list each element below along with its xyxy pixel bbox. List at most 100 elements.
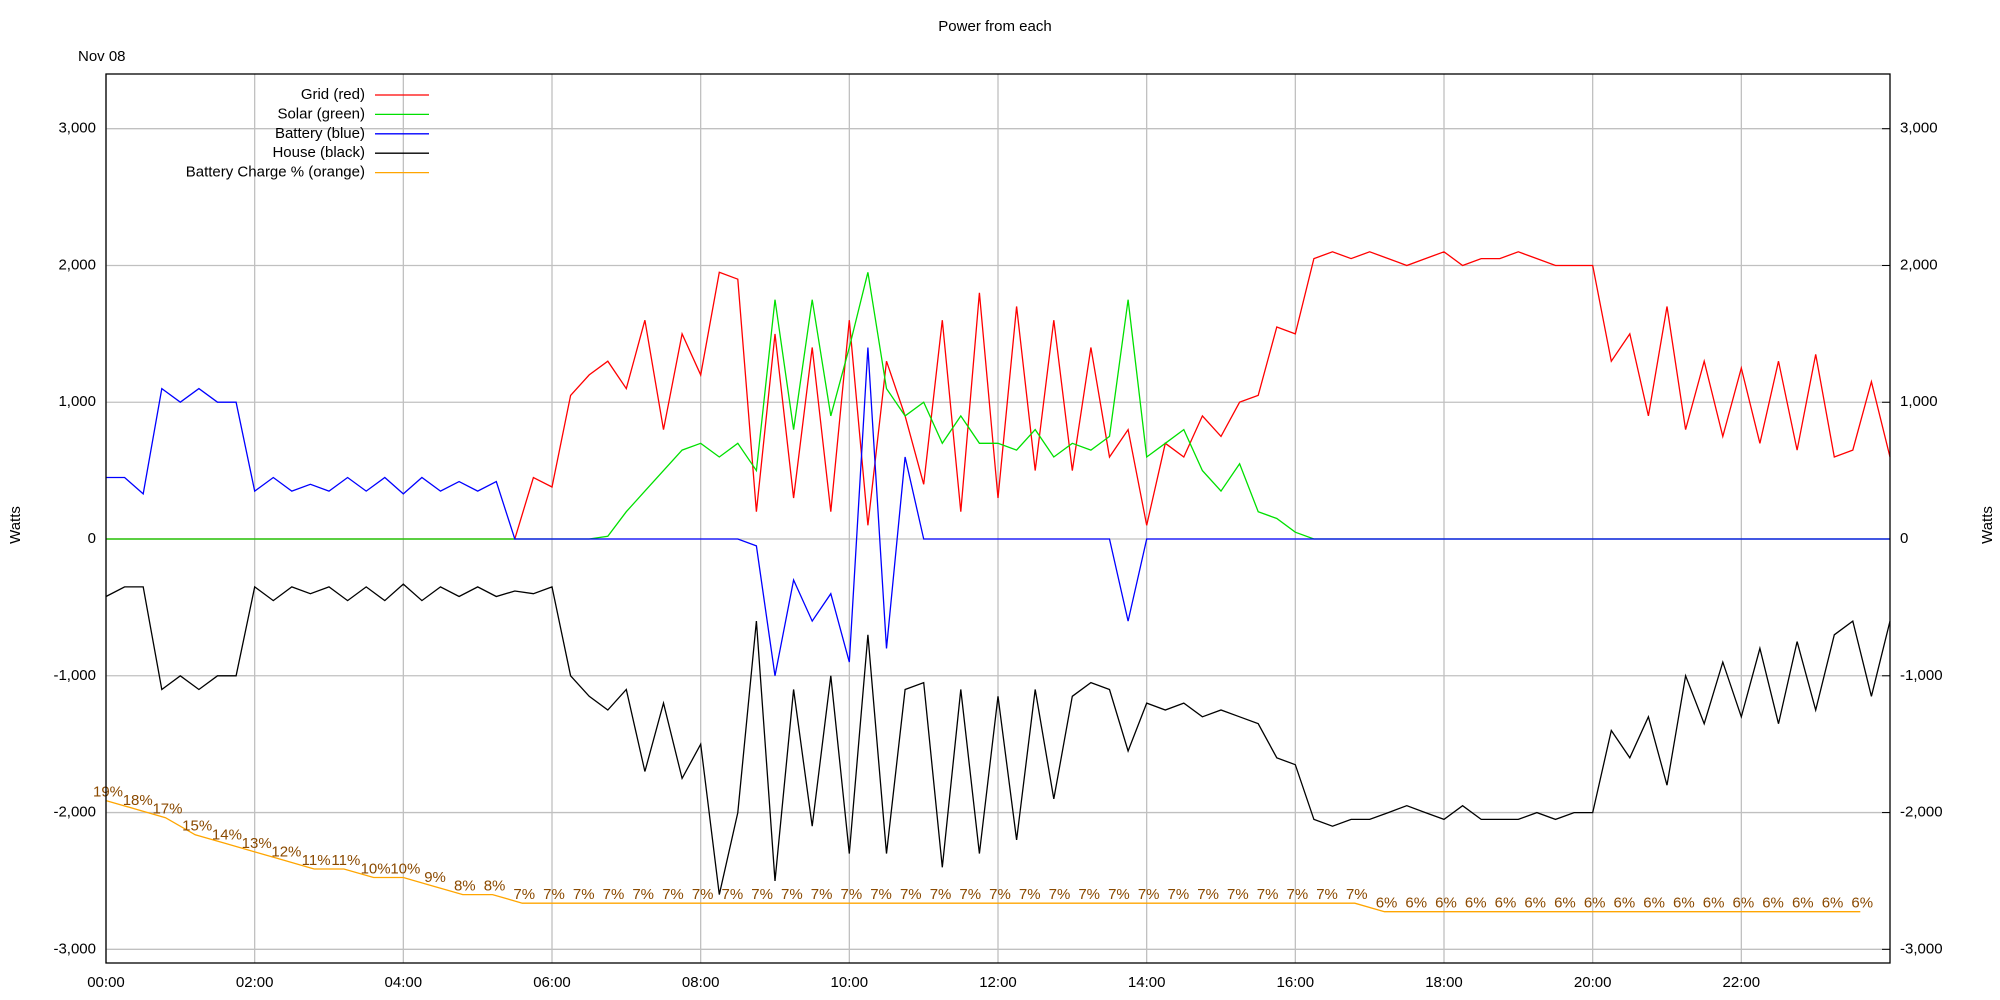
x-tick-label: 04:00 [385,974,423,991]
data-label: 7% [900,886,922,903]
data-label: 8% [454,878,476,895]
data-label: 7% [603,886,625,903]
y2-tick-label: 2,000 [1900,256,1938,273]
data-label: 7% [1049,886,1071,903]
legend-label: Battery Charge % (orange) [186,164,365,181]
y-tick-label: -1,000 [53,667,96,684]
grid: 00:00 02:00 04:00 06:00 08:00 10:00 12:00 14:00… [53,74,1943,991]
legend: Grid (red) Solar (green) Battery (blue) Hou… [186,86,429,181]
series-line [105,799,1861,913]
y-tick-label: 1,000 [58,393,96,410]
data-label: 14% [212,826,242,843]
data-label: 18% [123,792,153,809]
legend-label: House (black) [272,144,365,161]
x-tick-label: 14:00 [1128,974,1166,991]
data-label: 7% [1078,886,1100,903]
data-label: 6% [1495,895,1517,912]
y2-tick-label: 1,000 [1900,393,1938,410]
data-label: 7% [662,886,684,903]
y-tick-label: -3,000 [53,940,96,957]
data-label: 6% [1851,895,1873,912]
y-tick-label: 2,000 [58,256,96,273]
data-label: 7% [870,886,892,903]
y2-tick-label: -2,000 [1900,804,1943,821]
data-label: 10% [361,860,391,877]
x-tick-label: 12:00 [979,974,1017,991]
data-label: 6% [1643,895,1665,912]
data-label: 19% [93,784,123,801]
data-label: 6% [1614,895,1636,912]
data-label: 9% [424,869,446,886]
data-label: 6% [1822,895,1844,912]
x-tick-label: 22:00 [1723,974,1761,991]
x-tick-label: 18:00 [1425,974,1463,991]
data-label: 7% [811,886,833,903]
data-label: 7% [543,886,565,903]
data-label: 7% [1108,886,1130,903]
data-label: 10% [390,860,420,877]
data-label: 7% [840,886,862,903]
data-label: 7% [1286,886,1308,903]
data-label: 6% [1703,895,1725,912]
x-tick-label: 02:00 [236,974,274,991]
data-label: 7% [722,886,744,903]
data-label: 6% [1435,895,1457,912]
data-label: 7% [1019,886,1041,903]
y2-tick-label: 3,000 [1900,120,1938,137]
data-label: 6% [1673,895,1695,912]
data-label: 6% [1405,895,1427,912]
data-label: 13% [242,835,272,852]
data-label: 7% [930,886,952,903]
data-label: 11% [331,852,360,869]
data-label: 7% [1197,886,1219,903]
data-label: 7% [959,886,981,903]
data-label: 7% [781,886,803,903]
y2-tick-label: 0 [1900,530,1908,547]
data-label: 7% [1168,886,1190,903]
y-tick-label: 0 [88,530,96,547]
data-label: 6% [1524,895,1546,912]
data-label: 15% [182,818,212,835]
legend-label: Grid (red) [301,86,365,103]
data-label: 7% [632,886,654,903]
x-tick-label: 16:00 [1277,974,1315,991]
data-label: 6% [1584,895,1606,912]
x-tick-label: 06:00 [533,974,571,991]
x-tick-label: 00:00 [87,974,125,991]
series-line [105,583,1891,895]
x-tick-label: 20:00 [1574,974,1612,991]
x-tick-label: 08:00 [682,974,720,991]
data-label: 6% [1792,895,1814,912]
data-label: 6% [1376,895,1398,912]
data-label: 7% [989,886,1011,903]
plot-frame [105,73,1891,964]
y2-tick-label: -1,000 [1900,667,1943,684]
data-label: 7% [573,886,595,903]
y-tick-label: -2,000 [53,804,96,821]
data-label: 7% [1346,886,1368,903]
data-label: 12% [271,843,301,860]
data-label: 11% [302,852,331,869]
y2-axis-label: Watts [1979,506,1996,544]
data-label: 6% [1762,895,1784,912]
plot-area: 19%18%17%15%14%13%12%11% 11%10% 10%9%8% 8%7… [93,251,1891,913]
date-label: Nov 08 [78,48,126,65]
y2-tick-label: -3,000 [1900,940,1943,957]
data-label: 6% [1554,895,1576,912]
x-tick-label: 10:00 [831,974,869,991]
data-label: 7% [751,886,773,903]
y-axis-label: Watts [7,506,24,544]
data-label: 7% [513,886,535,903]
data-label: 8% [484,878,506,895]
data-label: 17% [152,801,182,818]
data-label: 7% [1257,886,1279,903]
data-label: 7% [1227,886,1249,903]
legend-label: Solar (green) [277,105,365,122]
chart-title: Power from each [938,18,1051,35]
legend-label: Battery (blue) [275,125,365,142]
data-label: 7% [1138,886,1160,903]
data-label: 6% [1465,895,1487,912]
